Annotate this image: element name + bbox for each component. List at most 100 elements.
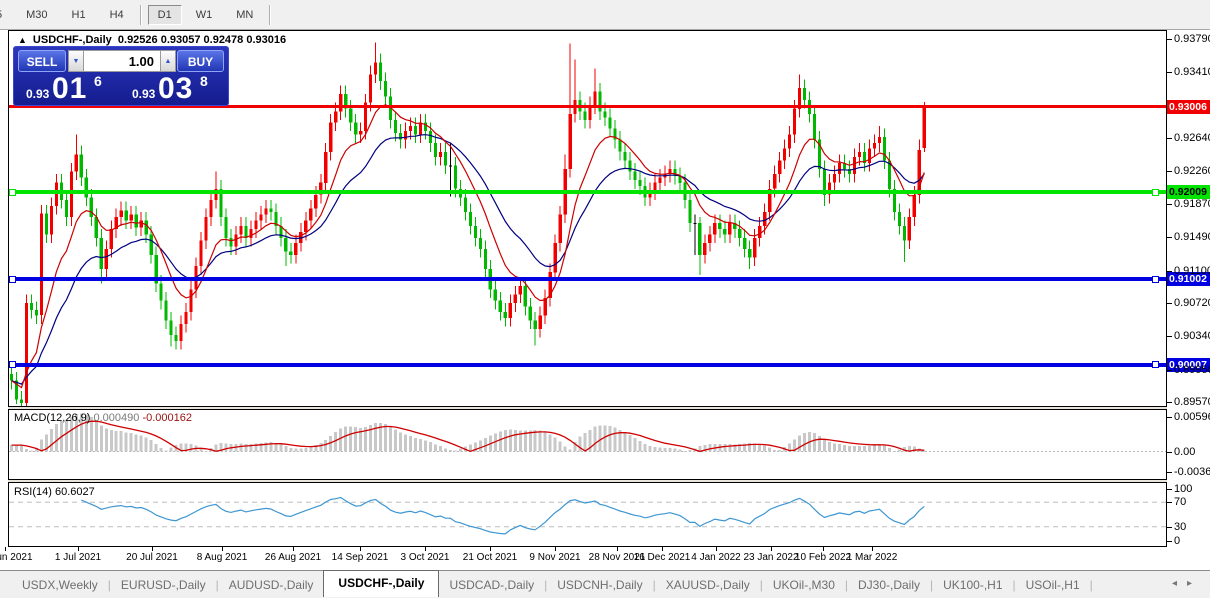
sell-price-display[interactable]: 0.93 01 6 (26, 72, 118, 105)
macd-histogram-bar (578, 436, 582, 452)
chart-tab-usdx-weekly[interactable]: USDX,Weekly (22, 577, 98, 592)
macd-histogram-bar (583, 433, 587, 452)
macd-histogram-bar (289, 447, 293, 452)
candle-body (733, 223, 737, 230)
line-handle[interactable] (1152, 361, 1159, 369)
timeframe-button-h4[interactable]: H4 (109, 8, 124, 21)
buy-price-display[interactable]: 0.93 03 8 (132, 72, 224, 105)
line-handle[interactable] (1152, 275, 1159, 283)
horizontal-line-object[interactable] (9, 277, 1166, 281)
date-axis-label: 1 Mar 2022 (846, 552, 898, 563)
candle-body (229, 237, 233, 247)
date-axis-tick (716, 547, 717, 551)
toolbar-separator (269, 4, 272, 25)
candle-body (753, 237, 757, 258)
timeframe-button-w1[interactable]: W1 (195, 8, 213, 21)
candle-body (553, 243, 557, 273)
tab-separator: | (544, 577, 548, 592)
price-axis-tick (1167, 402, 1172, 404)
candle-body (294, 243, 298, 255)
candle-body (249, 229, 253, 238)
rsi-panel[interactable] (8, 482, 1167, 547)
candle-body (673, 169, 677, 176)
macd-histogram-bar (628, 435, 632, 452)
macd-histogram-bar (159, 448, 163, 452)
timeframe-button-m30[interactable]: M30 (26, 8, 48, 21)
panel-splitter[interactable] (8, 407, 1167, 409)
candle-body (199, 240, 203, 267)
candle-body (39, 213, 43, 316)
chart-tab-dj30-daily[interactable]: DJ30-,Daily (858, 577, 921, 592)
macd-histogram-bar (284, 446, 288, 452)
candle-body (339, 94, 343, 112)
candle-body (284, 237, 288, 252)
macd-histogram-bar (389, 426, 393, 452)
candle-body (264, 208, 268, 215)
line-handle[interactable] (1152, 188, 1159, 196)
chart-tab-xauusd-daily[interactable]: XAUUSD-,Daily (665, 577, 750, 592)
chart-tab-uk100-h1[interactable]: UK100-,H1 (943, 577, 1003, 592)
macd-histogram-bar (593, 426, 597, 452)
candle-body (14, 380, 19, 400)
chart-tab-usdcad-daily[interactable]: USDCAD-,Daily (449, 577, 535, 592)
timeframe-button-h1[interactable]: H1 (71, 8, 86, 21)
candle-body (214, 188, 218, 200)
timeframe-button-d1[interactable]: D1 (147, 4, 182, 25)
macd-histogram-bar (768, 447, 772, 452)
candle-body (897, 212, 901, 226)
chart-tab-ukoil-m30[interactable]: UKOil-,M30 (772, 577, 835, 592)
macd-histogram-bar (119, 431, 123, 452)
rsi-chart[interactable] (9, 483, 1166, 545)
tab-scroll-right-icon[interactable]: ▸ (1186, 578, 1202, 589)
price-axis[interactable]: 0.93006 0.92009 0.91002 0.90007 0.93790 0.934… (1167, 30, 1210, 547)
candle-body (508, 303, 512, 318)
chart-tab-usoil-h1[interactable]: USOil-,H1 (1025, 577, 1080, 592)
macd-histogram-bar (648, 445, 652, 452)
date-axis[interactable]: 13 Jun 2021 1 Jul 2021 20 Jul 2021 8 Aug 20… (0, 547, 1210, 570)
chart-tab-usdchf-daily[interactable]: USDCHF-,Daily (323, 570, 440, 597)
macd-histogram-bar (897, 449, 901, 452)
chart-tab-audusd-daily[interactable]: AUDUSD-,Daily (228, 577, 314, 592)
tab-scroll-left-icon[interactable]: ◂ (1171, 578, 1187, 589)
panel-splitter[interactable] (8, 480, 1167, 482)
chart-tab-bar: USDX,Weekly | EURUSD-,Daily | AUDUSD-,Daily U… (0, 570, 1210, 598)
macd-histogram-bar (304, 447, 308, 452)
horizontal-line-object[interactable] (9, 105, 1166, 108)
lot-increase-button[interactable]: ▲ (160, 50, 176, 72)
macd-panel[interactable] (8, 409, 1167, 480)
macd-histogram-bar (20, 444, 23, 452)
horizontal-line-object[interactable] (9, 362, 1166, 367)
macd-histogram-bar (84, 414, 88, 452)
macd-histogram-bar (858, 445, 861, 452)
macd-histogram-bar (244, 444, 248, 452)
horizontal-line-object[interactable] (9, 190, 1166, 195)
macd-histogram-bar (259, 443, 263, 452)
macd-histogram-bar (618, 429, 622, 452)
macd-signal-value: -0.000162 (142, 412, 192, 424)
macd-histogram-bar (239, 443, 243, 452)
collapse-trade-panel-icon[interactable]: ▲ (18, 35, 27, 45)
price-axis-label: 0.89950 (1174, 363, 1210, 376)
chart-tab-usdcnh-daily[interactable]: USDCNH-,Daily (557, 577, 643, 592)
macd-histogram-bar (424, 440, 427, 452)
chart-tab-eurusd-daily[interactable]: EURUSD-,Daily (120, 577, 206, 592)
macd-histogram-bar (294, 448, 298, 452)
candle-body (49, 206, 53, 235)
line-handle[interactable] (9, 361, 16, 369)
line-handle[interactable] (9, 188, 16, 196)
buy-button[interactable]: BUY (177, 50, 224, 72)
candlestick-chart[interactable] (9, 31, 1166, 406)
line-handle[interactable] (9, 275, 16, 283)
macd-histogram-bar (633, 438, 637, 452)
macd-histogram-bar (234, 444, 238, 452)
lot-decrease-button[interactable]: ▼ (68, 50, 84, 72)
timeframe-button-mn[interactable]: MN (236, 8, 254, 21)
candle-body (718, 223, 722, 230)
sell-button[interactable]: SELL (18, 50, 66, 72)
lot-size-input[interactable] (83, 50, 161, 72)
candle-body (837, 163, 842, 175)
macd-chart[interactable] (9, 410, 1166, 479)
timeframe-button-5[interactable]: 5 (0, 5, 12, 25)
macd-histogram-bar (663, 448, 667, 452)
price-axis-tick (1167, 270, 1172, 272)
